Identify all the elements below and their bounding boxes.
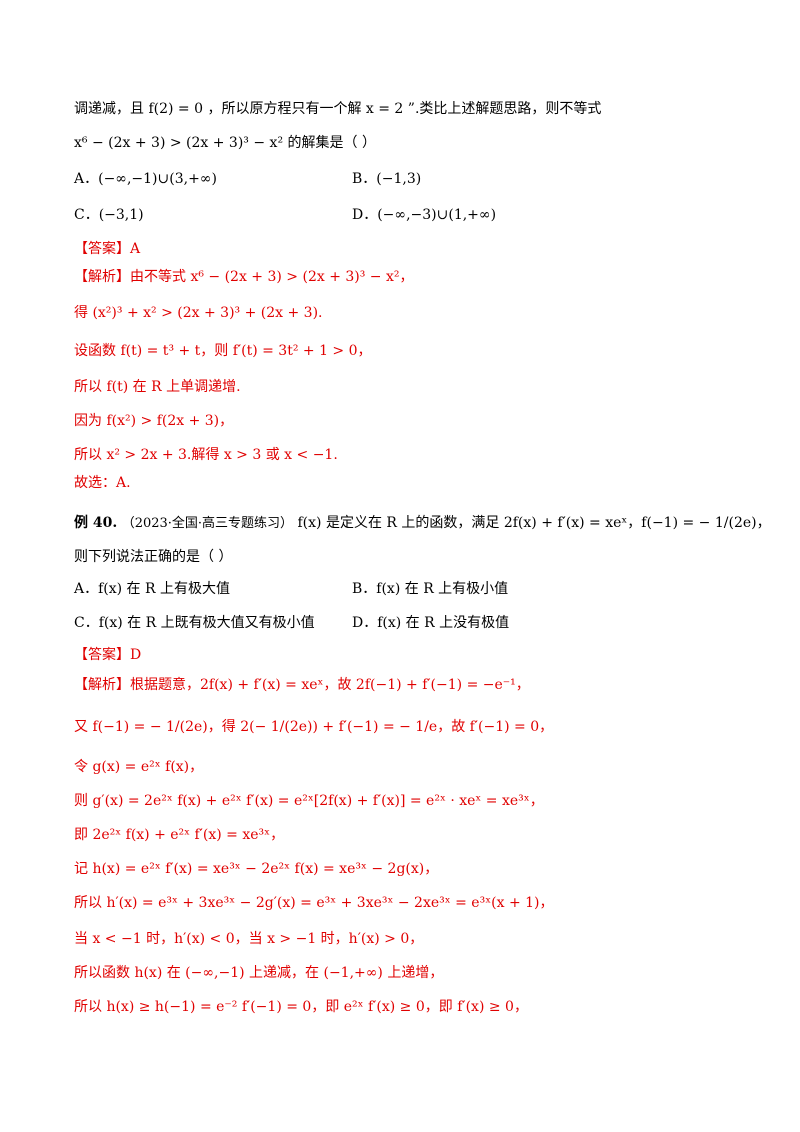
solution-line: 所以 f(t) 在 R 上单调递增.	[74, 379, 241, 395]
solution-line: 又 f(−1) = − 1/(2e)，得 2(− 1/(2e)) + f′(−1…	[74, 719, 554, 735]
question-stem: f(x) 是定义在 R 上的函数，满足 2f(x) + f′(x) = xeˣ，…	[297, 515, 771, 531]
question-source: （2023·全国·高三专题练习）	[121, 516, 294, 531]
solution-line: 因为 f(x²) > f(2x + 3)，	[74, 413, 234, 429]
solution-line: 则 g′(x) = 2e²ˣ f(x) + e²ˣ f′(x) = e²ˣ[2f…	[74, 793, 544, 809]
option-b: B．(−1,3)	[352, 171, 422, 187]
solution-line: 【解析】由不等式 x⁶ − (2x + 3) > (2x + 3)³ − x²，	[74, 269, 414, 285]
solution-line: 记 h(x) = e²ˣ f′(x) = xe³ˣ − 2e²ˣ f(x) = …	[74, 861, 439, 877]
solution-line: 所以函数 h(x) 在 (−∞,−1) 上递减，在 (−1,+∞) 上递增，	[74, 965, 444, 981]
solution-line: 即 2e²ˣ f(x) + e²ˣ f′(x) = xe³ˣ，	[74, 827, 285, 843]
question-text-line: 则下列说法正确的是（ ）	[74, 549, 233, 565]
question-text-line: x⁶ − (2x + 3) > (2x + 3)³ − x² 的解集是（ ）	[74, 135, 376, 151]
option-a: A．(−∞,−1)∪(3,+∞)	[74, 171, 217, 187]
option-d: D．(−∞,−3)∪(1,+∞)	[352, 207, 497, 223]
question-label: 例 40.	[74, 515, 118, 531]
option-c: C．(−3,1)	[74, 207, 144, 223]
solution-line: 所以 x² > 2x + 3.解得 x > 3 或 x < −1.	[74, 447, 338, 463]
question-header: 例 40. （2023·全国·高三专题练习） f(x) 是定义在 R 上的函数，…	[74, 512, 771, 535]
solution-line: 所以 h(x) ≥ h(−1) = e⁻² f′(−1) = 0，即 e²ˣ f…	[74, 999, 528, 1015]
question-text-line: 调递减，且 f(2) = 0 ，所以原方程只有一个解 x = 2 ”.类比上述解…	[74, 101, 602, 117]
option-a: A．f(x) 在 R 上有极大值	[74, 581, 231, 597]
answer-line: 【答案】D	[74, 647, 142, 663]
option-c: C．f(x) 在 R 上既有极大值又有极小值	[74, 615, 315, 631]
solution-line: 得 (x²)³ + x² > (2x + 3)³ + (2x + 3).	[74, 305, 323, 321]
answer-line: 【答案】A	[74, 241, 141, 257]
solution-line: 设函数 f(t) = t³ + t，则 f′(t) = 3t² + 1 > 0，	[74, 343, 372, 359]
solution-line: 令 g(x) = e²ˣ f(x)，	[74, 759, 204, 775]
solution-line: 所以 h′(x) = e³ˣ + 3xe³ˣ − 2g′(x) = e³ˣ + …	[74, 895, 554, 911]
solution-line: 【解析】根据题意，2f(x) + f′(x) = xeˣ，故 2f(−1) + …	[74, 677, 530, 693]
option-d: D．f(x) 在 R 上没有极值	[352, 615, 510, 631]
option-b: B．f(x) 在 R 上有极小值	[352, 581, 509, 597]
solution-line: 当 x < −1 时，h′(x) < 0，当 x > −1 时，h′(x) > …	[74, 931, 424, 947]
solution-line: 故选：A.	[74, 475, 131, 491]
